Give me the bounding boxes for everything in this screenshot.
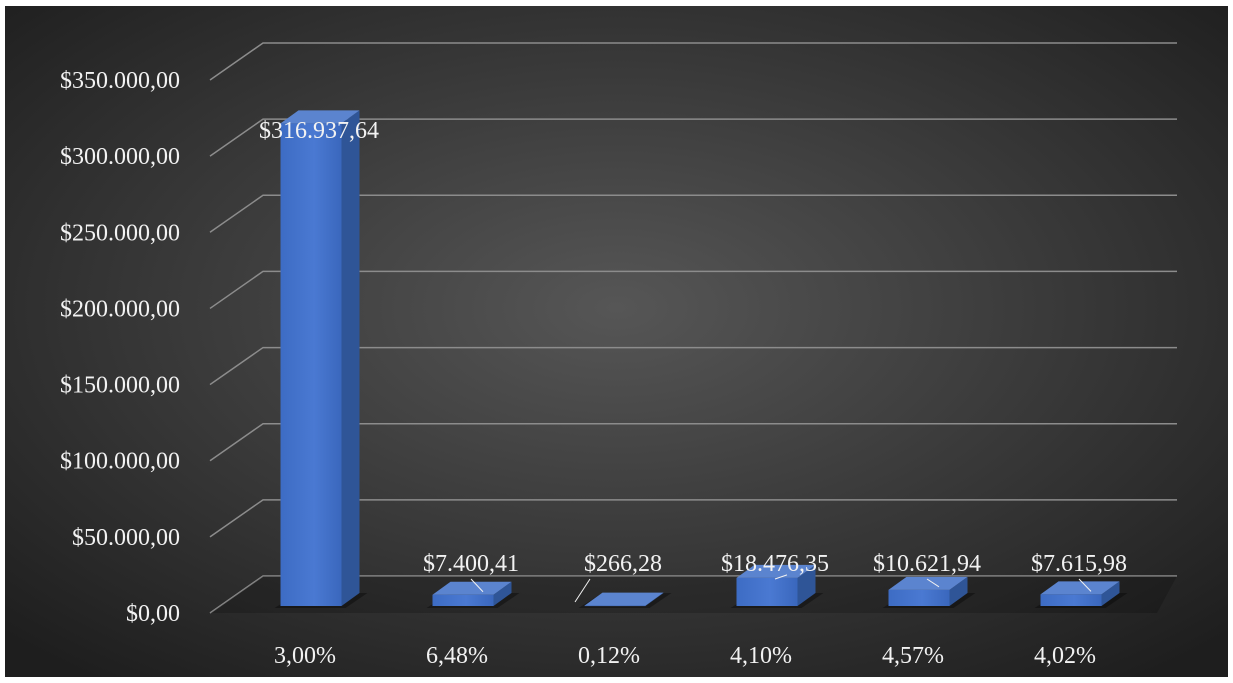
bar-chart: $0,00 $50.000,00 $100.000,00 $150.000,00 $20… — [5, 6, 1228, 677]
category-label: 0,12% — [578, 643, 640, 669]
bar — [280, 123, 342, 607]
bar-top — [1040, 581, 1120, 595]
y-axis-tick-labels: $0,00 $50.000,00 $100.000,00 $150.000,00 $20… — [60, 68, 180, 627]
category-label: 4,10% — [730, 643, 792, 669]
bar — [736, 577, 798, 606]
bar-top — [584, 592, 664, 606]
gridline — [209, 422, 1177, 462]
gridline — [209, 42, 1177, 81]
y-tick-label: $300.000,00 — [60, 144, 180, 170]
y-tick-label: $100.000,00 — [60, 449, 180, 475]
bar — [888, 589, 950, 606]
gridline — [209, 270, 1177, 310]
leader-line — [470, 578, 484, 593]
leader-line — [574, 578, 591, 603]
leader-line — [1078, 578, 1092, 592]
y-tick-label: $200.000,00 — [60, 296, 180, 322]
data-label: $266,28 — [584, 551, 662, 577]
category-label: 3,00% — [274, 643, 336, 669]
category-label: 4,02% — [1034, 643, 1096, 669]
data-labels: $316.937,64 $7.400,41 $266,28 $18.476,35 $10… — [259, 118, 1127, 603]
bar-side — [341, 110, 360, 607]
gridlines — [209, 42, 1177, 614]
data-label: $7.400,41 — [423, 551, 519, 577]
data-label: $316.937,64 — [259, 118, 379, 144]
leader-line — [774, 574, 788, 580]
bar-side — [949, 576, 968, 606]
category-label: 6,48% — [426, 643, 488, 669]
bar — [584, 605, 646, 607]
gridline — [209, 499, 1177, 538]
y-tick-label: $50.000,00 — [72, 525, 180, 551]
bar-top — [280, 110, 360, 124]
gridline — [209, 575, 1177, 614]
category-label: 4,57% — [882, 643, 944, 669]
bar — [432, 594, 494, 606]
data-label: $7.615,98 — [1031, 551, 1127, 577]
gridline — [209, 346, 1177, 386]
bar-top — [736, 564, 816, 578]
gridline — [209, 194, 1177, 233]
bar-side — [797, 564, 816, 606]
y-tick-label: $250.000,00 — [60, 220, 180, 246]
bar-side — [645, 592, 664, 606]
data-label: $10.621,94 — [873, 551, 981, 577]
y-tick-label: $0,00 — [126, 601, 180, 627]
leader-line — [926, 578, 940, 588]
bar-side — [493, 581, 512, 606]
y-tick-label: $350.000,00 — [60, 68, 180, 94]
bars — [274, 110, 1128, 608]
bar-side — [1101, 581, 1120, 606]
bar-top — [888, 576, 968, 590]
y-tick-label: $150.000,00 — [60, 373, 180, 399]
chart-frame: $0,00 $50.000,00 $100.000,00 $150.000,00 $20… — [5, 6, 1228, 677]
bar — [1040, 594, 1102, 606]
gridline — [209, 118, 1177, 157]
data-label: $18.476,35 — [721, 551, 829, 577]
bar-top — [432, 581, 512, 595]
x-axis-category-labels: 3,00% 6,48% 0,12% 4,10% 4,57% 4,02% — [274, 643, 1096, 669]
chart-background — [5, 6, 1228, 677]
